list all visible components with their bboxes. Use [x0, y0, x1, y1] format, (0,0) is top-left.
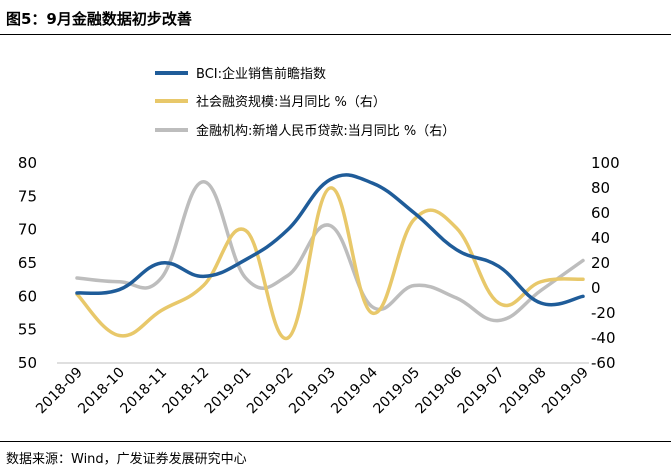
- left-tick-label: 60: [18, 287, 37, 305]
- left-tick-label: 50: [18, 354, 37, 372]
- legend-label: BCI:企业销售前瞻指数: [196, 66, 326, 82]
- right-tick-label: 40: [591, 229, 610, 247]
- left-axis-ticks: 50 55 60 65 70 75 80: [18, 154, 37, 372]
- chart-title: 图5：9月金融数据初步改善: [6, 10, 192, 28]
- left-tick-label: 75: [18, 187, 37, 205]
- legend-label: 金融机构:新增人民币贷款:当月同比 %（右）: [196, 123, 455, 139]
- right-tick-label: -20: [591, 304, 616, 322]
- right-axis-ticks: -60 -40 -20 0 20 40 60 80 100: [591, 154, 620, 372]
- right-tick-label: 0: [591, 279, 601, 297]
- series-line-1: [75, 173, 585, 307]
- legend-label: 社会融资规模:当月同比 %（右）: [196, 94, 386, 110]
- left-tick-label: 80: [18, 154, 37, 172]
- x-tick-label: 2019-09: [539, 365, 592, 418]
- right-tick-label: 20: [591, 254, 610, 272]
- title-divider: [0, 34, 671, 35]
- series-lines: [75, 173, 585, 340]
- right-tick-label: 60: [591, 204, 610, 222]
- series-line-3: [75, 180, 585, 323]
- footer-divider: [0, 441, 671, 442]
- series-line-2: [75, 186, 585, 340]
- source-note: 数据来源：Wind，广发证券发展研究中心: [6, 452, 247, 467]
- left-tick-label: 70: [18, 221, 37, 239]
- left-tick-label: 55: [18, 321, 37, 339]
- right-tick-label: -60: [591, 354, 616, 372]
- left-tick-label: 65: [18, 254, 37, 272]
- right-tick-label: 80: [591, 179, 610, 197]
- right-tick-label: 100: [591, 154, 620, 172]
- right-tick-label: -40: [591, 329, 616, 347]
- x-axis: 2018-092018-102018-112018-122019-012019-…: [33, 362, 592, 418]
